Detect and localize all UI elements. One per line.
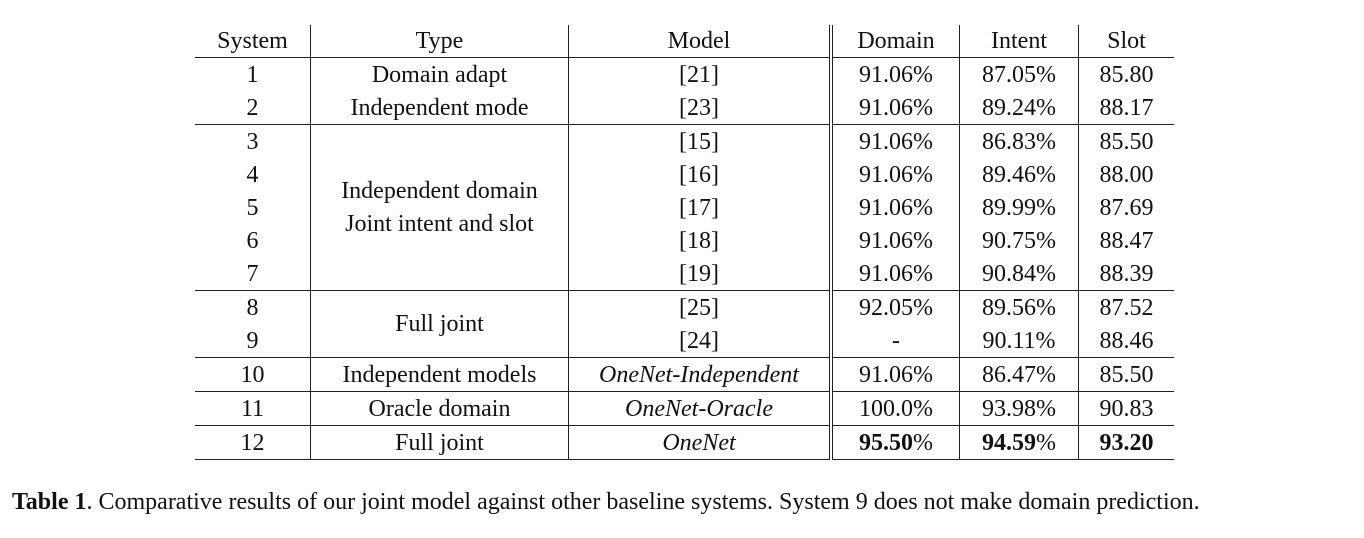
model-cell: [18] <box>568 224 831 257</box>
model-cell: OneNet-Oracle <box>568 391 831 426</box>
model-cell: [17] <box>568 191 831 224</box>
domain-cell: 91.06% <box>829 57 960 91</box>
intent-cell: 86.83% <box>959 124 1079 158</box>
results-table: System Type Model Domain Intent Slot 1 D… <box>195 25 1174 460</box>
table-row: 7 [19] 91.06% 90.84% 88.39 <box>195 257 1174 291</box>
domain-cell: 91.06% <box>829 224 960 257</box>
intent-cell: 89.46% <box>959 158 1079 191</box>
type-cell: Full joint <box>310 425 569 460</box>
domain-cell: 91.06% <box>829 124 960 158</box>
table-row: 5 [17] 91.06% 89.99% 87.69 <box>195 191 1174 224</box>
type-cell: Independent mode <box>310 91 569 125</box>
domain-cell: 91.06% <box>829 257 960 291</box>
intent-cell: 89.56% <box>959 290 1079 324</box>
type-cell: Independent models <box>310 357 569 392</box>
system-cell: 12 <box>195 425 311 460</box>
type-line: Independent domain <box>341 178 538 204</box>
domain-cell: 91.06% <box>829 191 960 224</box>
table-row: 1 Domain adapt [21] 91.06% 87.05% 85.80 <box>195 57 1174 91</box>
type-line: Joint intent and slot <box>345 211 534 237</box>
table-row: 8 Full joint [25] 92.05% 89.56% 87.52 <box>195 290 1174 358</box>
domain-cell: - <box>829 324 960 358</box>
intent-cell: 90.84% <box>959 257 1079 291</box>
intent-cell: 89.99% <box>959 191 1079 224</box>
header-domain: Domain <box>829 25 960 58</box>
model-cell: [25] <box>568 290 831 324</box>
type-cell: Oracle domain <box>310 391 569 426</box>
system-cell: 1 <box>246 61 259 88</box>
slot-cell: 85.50 <box>1078 124 1174 158</box>
table-row: 9 [24] - 90.11% 88.46 <box>195 324 1174 358</box>
header-type: Type <box>310 25 569 58</box>
system-cell: 9 <box>246 327 259 354</box>
percent-sign: % <box>913 429 933 456</box>
header-slot: Slot <box>1078 25 1174 58</box>
slot-cell: 87.52 <box>1078 290 1174 324</box>
results-table-container: System Type Model Domain Intent Slot 1 D… <box>195 25 1174 460</box>
slot-cell: 88.39 <box>1078 257 1174 291</box>
table-row: 12 Full joint OneNet 95.50% 94.59% 93.20 <box>195 425 1174 460</box>
intent-cell: 90.75% <box>959 224 1079 257</box>
table-row: 11 Oracle domain OneNet-Oracle 100.0% 93… <box>195 391 1174 426</box>
table-row: 4 [16] 91.06% 89.46% 88.00 <box>195 158 1174 191</box>
system-cell: 8 <box>195 290 311 324</box>
caption-text: . Comparative results of our joint model… <box>86 489 1200 515</box>
model-cell: OneNet-Independent <box>568 357 831 392</box>
intent-cell: 94.59% <box>959 425 1079 460</box>
slot-cell: 85.50 <box>1078 357 1174 392</box>
slot-cell: 85.80 <box>1078 57 1174 91</box>
intent-cell: 93.98% <box>959 391 1079 426</box>
header-system: System <box>195 25 311 58</box>
model-cell: [23] <box>568 91 831 125</box>
slot-cell: 88.46 <box>1078 324 1174 358</box>
intent-cell: 89.24% <box>959 91 1079 125</box>
system-cell: 11 <box>195 391 311 426</box>
slot-cell: 90.83 <box>1078 391 1174 426</box>
system-cell: 7 <box>246 260 259 287</box>
domain-cell: 91.06% <box>829 357 960 392</box>
type-cell-merged: Independent domain Joint intent and slot <box>310 124 569 291</box>
type-cell-merged: Full joint <box>310 290 569 358</box>
model-cell: [24] <box>568 324 831 358</box>
domain-cell: 100.0% <box>829 391 960 426</box>
percent-sign: % <box>1036 429 1056 456</box>
model-cell: OneNet <box>568 425 831 460</box>
system-cell: 6 <box>246 227 259 254</box>
intent-cell: 90.11% <box>959 324 1079 358</box>
domain-cell: 91.06% <box>829 91 960 125</box>
header-row: System Type Model Domain Intent Slot <box>195 25 1174 58</box>
slot-cell: 88.00 <box>1078 158 1174 191</box>
slot-cell: 88.47 <box>1078 224 1174 257</box>
header-intent: Intent <box>959 25 1079 58</box>
table-row: 6 [18] 91.06% 90.75% 88.47 <box>195 224 1174 257</box>
header-model: Model <box>568 25 831 58</box>
intent-value-bold: 94.59 <box>982 429 1036 456</box>
model-cell: [16] <box>568 158 831 191</box>
domain-cell: 91.06% <box>829 158 960 191</box>
table-caption: Table 1. Comparative results of our join… <box>12 490 1200 514</box>
intent-cell: 86.47% <box>959 357 1079 392</box>
slot-cell: 88.17 <box>1078 91 1174 125</box>
system-cell: 4 <box>246 161 259 188</box>
type-cell: Domain adapt <box>310 57 569 91</box>
system-cell: 3 <box>195 124 311 158</box>
slot-cell: 93.20 <box>1078 425 1174 460</box>
table-row: 3 Independent domain Joint intent and sl… <box>195 124 1174 291</box>
model-cell: [21] <box>568 57 831 91</box>
system-cell: 2 <box>246 94 259 121</box>
caption-label: Table 1 <box>12 489 87 515</box>
model-cell: [19] <box>568 257 831 291</box>
domain-value-bold: 95.50 <box>859 429 913 456</box>
model-cell: [15] <box>568 124 831 158</box>
intent-cell: 87.05% <box>959 57 1079 91</box>
system-cell: 5 <box>246 194 259 221</box>
table-row: 10 Independent models OneNet-Independent… <box>195 357 1174 392</box>
table-row: 2 Independent mode [23] 91.06% 89.24% 88… <box>195 91 1174 125</box>
system-cell: 10 <box>195 357 311 392</box>
slot-cell: 87.69 <box>1078 191 1174 224</box>
domain-cell: 92.05% <box>829 290 960 324</box>
domain-cell: 95.50% <box>829 425 960 460</box>
